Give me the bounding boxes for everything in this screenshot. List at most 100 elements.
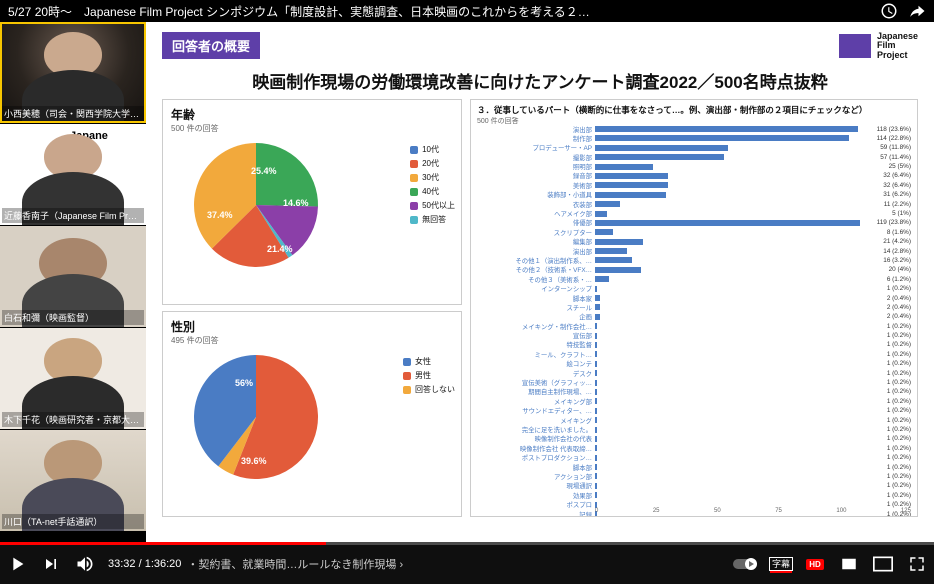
- bar-row: スチール 2 (0.4%): [475, 303, 911, 312]
- jfp-logo-mark: [839, 34, 871, 58]
- bar-row: 撮影部 57 (11.4%): [475, 152, 911, 161]
- bar-value: 6 (1.2%): [884, 276, 911, 283]
- bar-value: 1 (0.2%): [884, 426, 911, 433]
- bar-label: 演出部: [475, 125, 595, 134]
- theater-button[interactable]: [866, 556, 900, 572]
- bar-label: 特技監督: [475, 340, 595, 349]
- bar-row: 美術部 32 (6.4%): [475, 181, 911, 190]
- watch-later-icon[interactable]: [880, 2, 898, 20]
- share-icon[interactable]: [908, 2, 926, 20]
- chapter-label[interactable]: ・契約書、就業時間…ルールなき制作現場 ›: [187, 556, 403, 572]
- bar-label: 企画: [475, 312, 595, 321]
- bar-row: インターンシップ 1 (0.2%): [475, 284, 911, 293]
- bar-label: 俳優部: [475, 218, 595, 227]
- video-title-bar: 5/27 20時～ Japanese Film Project シンポジウム「制…: [0, 0, 934, 22]
- bar-label: 宣伝部: [475, 331, 595, 340]
- bar-row: 脚本部 1 (0.2%): [475, 462, 911, 471]
- play-button[interactable]: [0, 553, 34, 575]
- bar-row: 装飾部・小道具 31 (6.2%): [475, 190, 911, 199]
- bar-row: 俳優部 119 (23.8%): [475, 218, 911, 227]
- participant-tile[interactable]: 川口（TA-net手話通訳）: [0, 430, 146, 532]
- bar-chart-title: ３．従事しているパート（横断的に仕事をなさって…。例、演出部・制作部の２項目にチ…: [477, 104, 911, 116]
- bar-label: ヘアメイク部: [475, 209, 595, 218]
- bar-value: 1 (0.2%): [884, 435, 911, 442]
- bar-row: 完全に足を洗いました。 1 (0.2%): [475, 425, 911, 434]
- bar-value: 1 (0.2%): [884, 473, 911, 480]
- jfp-logo: JapaneseFilmProject: [839, 32, 918, 60]
- bar-row: 映像制作会社 代表取締… 1 (0.2%): [475, 444, 911, 453]
- subtitles-button[interactable]: 字幕: [764, 557, 798, 571]
- gender-chart-sub: 495 件の回答: [171, 335, 453, 346]
- bar-label: 現場通訳: [475, 481, 595, 490]
- bar-label: 編集部: [475, 237, 595, 246]
- bar-label: 脚本部: [475, 463, 595, 472]
- bar-row: その他１（演出制作系、… 16 (3.2%): [475, 256, 911, 265]
- age-chart-title: 年齢: [171, 106, 453, 123]
- bar-value: 114 (22.8%): [874, 135, 911, 142]
- bar-value: 1 (0.2%): [884, 360, 911, 367]
- bar-row: スクリプター 8 (1.6%): [475, 228, 911, 237]
- bar-value: 1 (0.2%): [884, 341, 911, 348]
- bar-label: ポスプロ: [475, 500, 595, 509]
- bar-row: ミール、クラフト… 1 (0.2%): [475, 350, 911, 359]
- bar-label: 撮影部: [475, 153, 595, 162]
- bar-label: 演出部: [475, 247, 595, 256]
- bar-label: 効果部: [475, 491, 595, 500]
- bar-value: 2 (0.4%): [884, 295, 911, 302]
- pie-slice-label: 21.4%: [267, 244, 293, 254]
- bar-label: 脚本家: [475, 294, 595, 303]
- participant-name: 川口（TA-net手話通訳）: [2, 514, 144, 529]
- participant-tile[interactable]: 白石和彌（映画監督）: [0, 226, 146, 328]
- bar-row: 照明部 25 (5%): [475, 162, 911, 171]
- bar-label: 期間自主制作現場、…: [475, 387, 595, 396]
- fullscreen-button[interactable]: [900, 555, 934, 573]
- chapter-text: ・契約書、就業時間…ルールなき制作現場: [187, 559, 396, 571]
- bar-row: 企画 2 (0.4%): [475, 312, 911, 321]
- next-button[interactable]: [34, 554, 68, 574]
- bar-value: 1 (0.2%): [884, 398, 911, 405]
- bar-row: 宣伝部 1 (0.2%): [475, 331, 911, 340]
- participant-tile[interactable]: JapaneFilmroject近藤香南子（Japanese Film Pr…: [0, 124, 146, 226]
- chevron-right-icon: ›: [399, 559, 403, 571]
- bar-chart-axis: 0255075100125: [595, 508, 911, 514]
- bar-value: 2 (0.4%): [884, 313, 911, 320]
- bar-value: 1 (0.2%): [884, 464, 911, 471]
- bar-label: デスク: [475, 369, 595, 378]
- bar-label: 絵コンテ: [475, 359, 595, 368]
- bar-value: 14 (2.8%): [880, 248, 911, 255]
- bar-row: 編集部 21 (4.2%): [475, 237, 911, 246]
- participant-name: 白石和彌（映画監督）: [2, 310, 144, 325]
- bar-value: 118 (23.6%): [874, 126, 911, 133]
- miniplayer-button[interactable]: [832, 555, 866, 573]
- bar-label: その他３（美術系・…: [475, 275, 595, 284]
- bar-value: 1 (0.2%): [884, 351, 911, 358]
- pie-slice-label: 37.4%: [207, 210, 233, 220]
- bar-label: 装飾部・小道具: [475, 190, 595, 199]
- bar-row: 特技監督 1 (0.2%): [475, 340, 911, 349]
- mute-button[interactable]: [68, 554, 102, 574]
- settings-button[interactable]: HD: [798, 559, 832, 570]
- participant-tile[interactable]: 小西美穂（司会・関西学院大学…: [0, 22, 146, 124]
- bar-row: デスク 1 (0.2%): [475, 368, 911, 377]
- time-display: 33:32 / 1:36:20: [108, 558, 181, 570]
- bar-value: 1 (0.2%): [884, 332, 911, 339]
- bar-value: 21 (4.2%): [880, 238, 911, 245]
- bar-label: ミール、クラフト…: [475, 350, 595, 359]
- bar-label: プロデューサー・AP: [475, 143, 595, 152]
- bar-row: 宣伝美術（グラフィッ… 1 (0.2%): [475, 378, 911, 387]
- age-chart-sub: 500 件の回答: [171, 123, 453, 134]
- bar-value: 1 (0.2%): [884, 379, 911, 386]
- bar-label: 録音部: [475, 171, 595, 180]
- participant-tile[interactable]: 木下千花（映画研究者・京都大…: [0, 328, 146, 430]
- progress-bar[interactable]: [0, 542, 934, 545]
- bar-row: 期間自主制作現場、… 1 (0.2%): [475, 387, 911, 396]
- bar-value: 1 (0.2%): [884, 417, 911, 424]
- bar-chart-bars: 演出部 118 (23.6%) 制作部 114 (22.8%) プロデューサー・…: [475, 124, 911, 504]
- bar-row: 制作部 114 (22.8%): [475, 134, 911, 143]
- pie-legend: 女性男性回答しない: [403, 356, 455, 398]
- bar-value: 1 (0.2%): [884, 370, 911, 377]
- bar-row: メイキング部 1 (0.2%): [475, 397, 911, 406]
- bar-label: サウンドエディター、…: [475, 406, 595, 415]
- participant-column: 小西美穂（司会・関西学院大学…JapaneFilmroject近藤香南子（Jap…: [0, 22, 146, 542]
- autoplay-toggle[interactable]: [730, 557, 764, 571]
